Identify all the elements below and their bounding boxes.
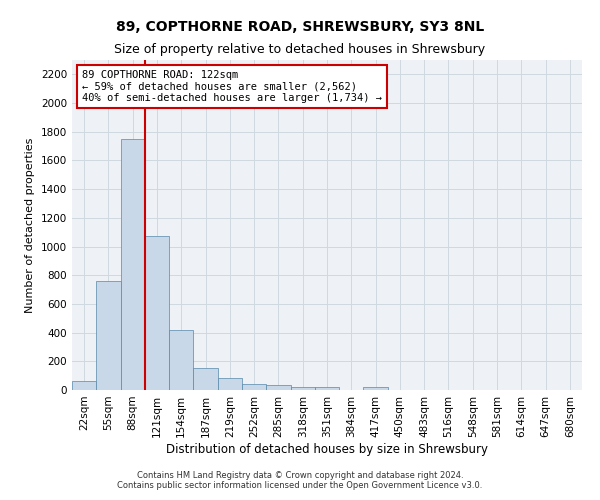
Bar: [290, 387, 315, 390]
Text: 89, COPTHORNE ROAD, SHREWSBURY, SY3 8NL: 89, COPTHORNE ROAD, SHREWSBURY, SY3 8NL: [116, 20, 484, 34]
Text: Size of property relative to detached houses in Shrewsbury: Size of property relative to detached ho…: [115, 42, 485, 56]
Bar: [121, 139, 145, 390]
Bar: [315, 387, 339, 390]
Text: Contains public sector information licensed under the Open Government Licence v3: Contains public sector information licen…: [118, 481, 482, 490]
X-axis label: Distribution of detached houses by size in Shrewsbury: Distribution of detached houses by size …: [166, 442, 488, 456]
Text: 89 COPTHORNE ROAD: 122sqm
← 59% of detached houses are smaller (2,562)
40% of se: 89 COPTHORNE ROAD: 122sqm ← 59% of detac…: [82, 70, 382, 103]
Text: Contains HM Land Registry data © Crown copyright and database right 2024.: Contains HM Land Registry data © Crown c…: [137, 471, 463, 480]
Bar: [145, 236, 169, 390]
Bar: [242, 384, 266, 390]
Bar: [96, 281, 121, 390]
Bar: [193, 368, 218, 390]
Bar: [218, 378, 242, 390]
Bar: [266, 385, 290, 390]
Y-axis label: Number of detached properties: Number of detached properties: [25, 138, 35, 312]
Bar: [364, 387, 388, 390]
Bar: [72, 382, 96, 390]
Bar: [169, 330, 193, 390]
